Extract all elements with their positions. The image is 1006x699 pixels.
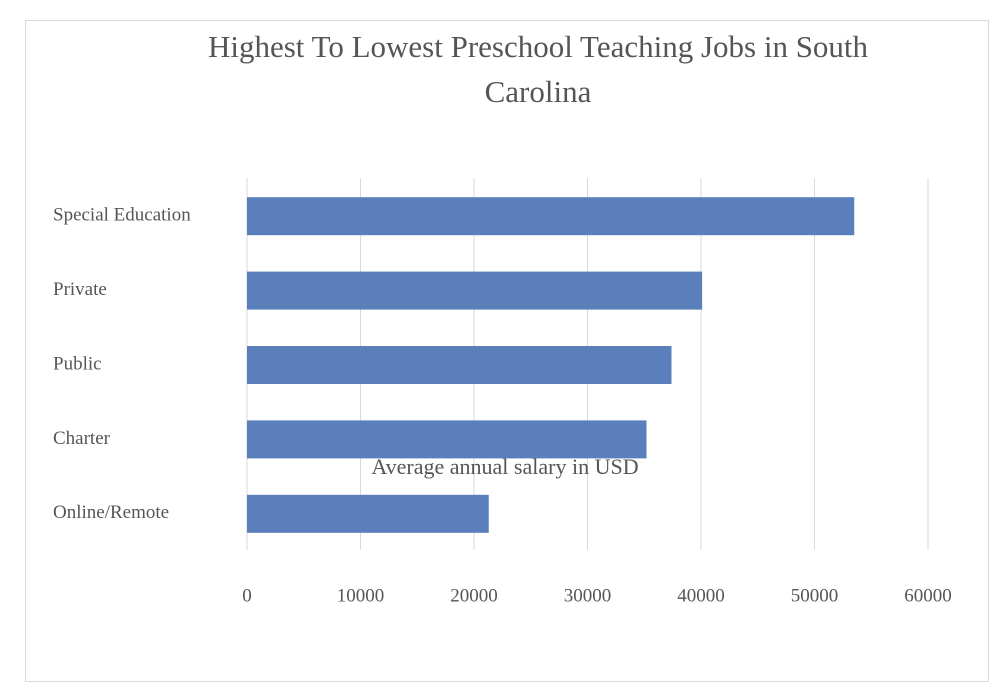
y-tick-label: Charter [53,428,111,449]
bar [247,494,489,533]
bar [247,346,672,384]
chart-title: Highest To Lowest Preschool Teaching Job… [207,29,869,109]
x-tick-label: 30000 [564,585,612,606]
x-tick-label: 40000 [677,585,725,606]
bar [247,420,647,459]
y-tick-label: Special Education [53,205,191,226]
x-tick-label: 60000 [904,585,952,606]
y-tick-label: Public [53,353,102,374]
x-tick-label: 0 [242,585,252,606]
x-tick-label: 20000 [450,585,498,606]
chart-frame [25,20,989,682]
x-tick-label: 50000 [791,585,839,606]
x-tick-label: 10000 [337,585,385,606]
y-tick-label: Online/Remote [53,502,169,523]
bar [247,197,855,236]
y-tick-label: Private [53,279,107,300]
bar [247,271,703,310]
